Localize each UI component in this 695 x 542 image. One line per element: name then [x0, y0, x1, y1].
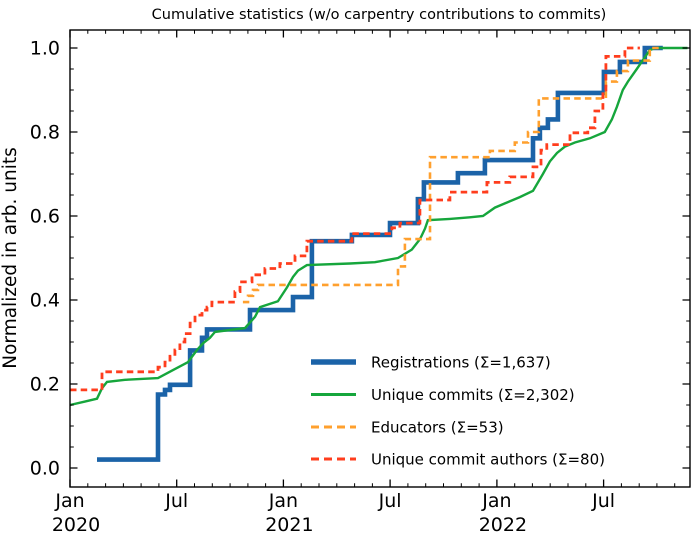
major-ticks	[69, 30, 690, 487]
y-tick-label: 0.4	[30, 290, 60, 312]
x-tick-year-label: 2020	[52, 514, 100, 536]
y-tick-label: 0.0	[30, 458, 60, 480]
x-tick-year-label: 2021	[265, 514, 313, 536]
x-tick-year-label: 2022	[479, 514, 527, 536]
y-tick-label: 0.8	[30, 122, 60, 144]
y-tick-label: 0.2	[30, 374, 60, 396]
y-tick-label: 1.0	[30, 38, 60, 60]
series-educators	[242, 46, 659, 304]
series-unique-commit-authors	[70, 46, 640, 392]
chart-title: Cumulative statistics (w/o carpentry con…	[152, 7, 607, 23]
legend-label-unique-commits: Unique commits (Σ=2,302)	[371, 386, 575, 404]
legend-label-registrations: Registrations (Σ=1,637)	[371, 354, 551, 372]
legend-label-educators: Educators (Σ=53)	[371, 419, 504, 437]
legend-label-unique-commit-authors: Unique commit authors (Σ=80)	[371, 451, 605, 469]
x-tick-label: Jul	[591, 490, 615, 512]
x-tick-label: Jul	[378, 490, 402, 512]
x-tick-label: Jul	[164, 490, 188, 512]
series-unique-commits	[69, 46, 688, 407]
x-tick-label: Jan	[481, 490, 511, 512]
y-tick-label: 0.6	[30, 206, 60, 228]
x-tick-label: Jan	[268, 490, 298, 512]
series-registrations	[97, 45, 663, 462]
y-axis-label: Normalized in arb. units	[0, 147, 21, 368]
minor-ticks	[70, 30, 690, 487]
x-tick-label: Jan	[54, 490, 84, 512]
